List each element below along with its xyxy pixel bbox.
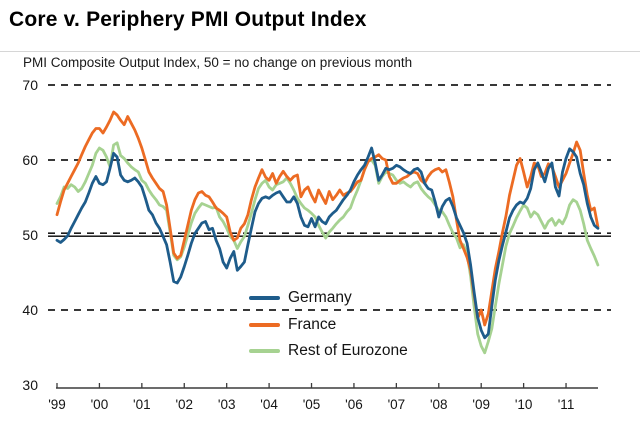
series-line-rest-of-eurozone	[55, 141, 600, 355]
y-axis-label-50: 50	[22, 227, 38, 243]
legend-label-france: France	[288, 315, 337, 333]
x-axis-label-02: '02	[175, 397, 194, 412]
x-axis-label-04: '04	[260, 397, 278, 412]
x-axis-label-07: '07	[387, 397, 406, 412]
legend-item-germany: Germany	[249, 285, 408, 312]
x-axis-label-01: '01	[133, 397, 151, 412]
x-axis-label-00: '00	[90, 397, 109, 412]
legend-label-germany: Germany	[288, 289, 352, 307]
legend-item-rest-of-eurozone: Rest of Eurozone	[249, 338, 408, 365]
y-axis-label-40: 40	[22, 302, 38, 318]
chart-title: Core v. Periphery PMI Output Index	[9, 8, 367, 31]
x-axis-label-09: '09	[472, 397, 490, 412]
y-axis-label-60: 60	[22, 152, 38, 168]
y-axis-label-70: 70	[22, 77, 38, 93]
legend: Germany France Rest of Eurozone	[249, 285, 408, 365]
legend-swatch-france	[249, 322, 280, 327]
x-axis-label-10: '10	[514, 397, 533, 412]
legend-swatch-rest-of-eurozone	[249, 349, 280, 354]
x-axis-label-03: '03	[217, 397, 236, 412]
x-axis-label-99: '99	[48, 397, 66, 412]
legend-swatch-germany	[249, 296, 280, 301]
y-axis-label-30: 30	[22, 377, 38, 393]
title-divider	[0, 51, 640, 52]
x-axis-label-11: '11	[557, 397, 575, 412]
series-line-germany	[55, 146, 600, 340]
x-axis-label-05: '05	[302, 397, 321, 412]
legend-item-france: France	[249, 312, 408, 339]
legend-label-rest-of-eurozone: Rest of Eurozone	[288, 342, 408, 360]
x-axis-label-06: '06	[345, 397, 363, 412]
series-line-france	[55, 110, 600, 327]
x-axis-label-08: '08	[429, 397, 448, 412]
chart-subtitle: PMI Composite Output Index, 50 = no chan…	[23, 55, 413, 70]
